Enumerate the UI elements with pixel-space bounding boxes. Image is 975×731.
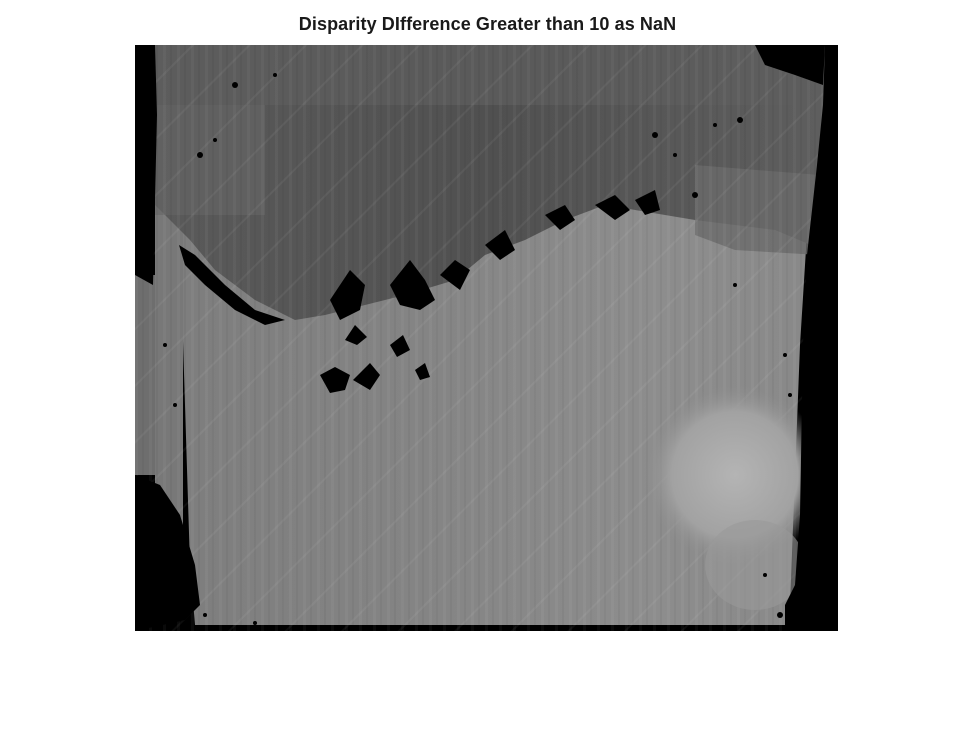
- disparity-image-canvas: [135, 45, 838, 631]
- figure-title: Disparity DIfference Greater than 10 as …: [298, 14, 677, 34]
- bright-patch: [645, 385, 825, 565]
- disparity-image: [135, 45, 838, 631]
